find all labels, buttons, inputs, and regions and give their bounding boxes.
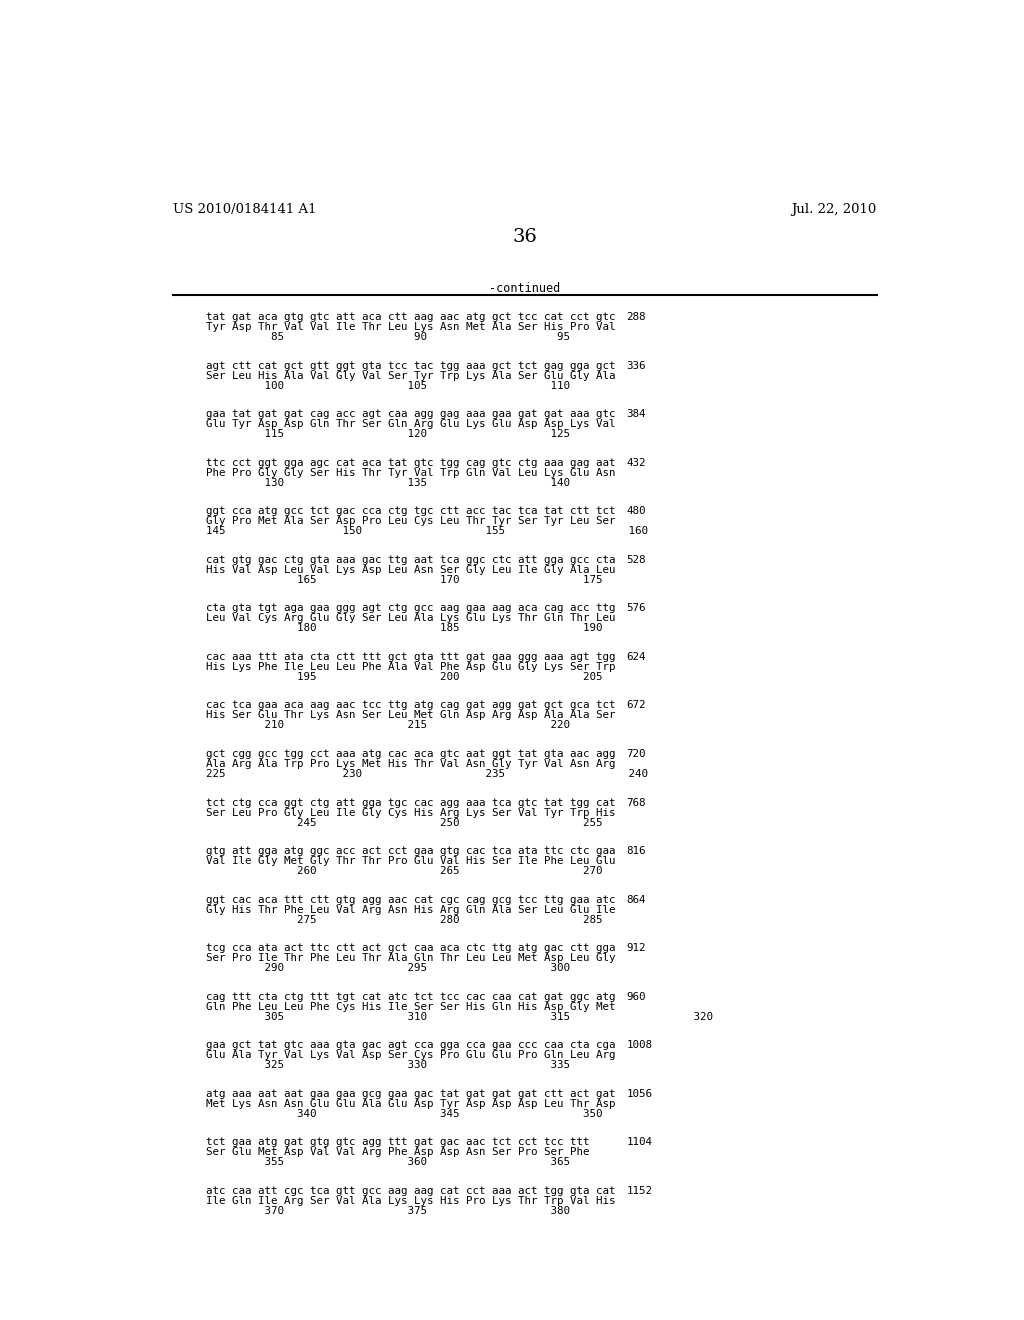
Text: ggt cca atg gcc tct gac cca ctg tgc ctt acc tac tca tat ctt tct: ggt cca atg gcc tct gac cca ctg tgc ctt … <box>206 507 615 516</box>
Text: ggt cac aca ttt ctt gtg agg aac cat cgc cag gcg tcc ttg gaa atc: ggt cac aca ttt ctt gtg agg aac cat cgc … <box>206 895 615 904</box>
Text: Ala Arg Ala Trp Pro Lys Met His Thr Val Asn Gly Tyr Val Asn Arg: Ala Arg Ala Trp Pro Lys Met His Thr Val … <box>206 759 615 770</box>
Text: 672: 672 <box>627 701 646 710</box>
Text: 195                   200                   205: 195 200 205 <box>206 672 602 682</box>
Text: 576: 576 <box>627 603 646 614</box>
Text: Ser Glu Met Asp Val Val Arg Phe Asp Asp Asn Ser Pro Ser Phe: Ser Glu Met Asp Val Val Arg Phe Asp Asp … <box>206 1147 589 1158</box>
Text: 432: 432 <box>627 458 646 467</box>
Text: His Ser Glu Thr Lys Asn Ser Leu Met Gln Asp Arg Asp Ala Ala Ser: His Ser Glu Thr Lys Asn Ser Leu Met Gln … <box>206 710 615 721</box>
Text: 130                   135                   140: 130 135 140 <box>206 478 569 488</box>
Text: cag ttt cta ctg ttt tgt cat atc tct tcc cac caa cat gat ggc atg: cag ttt cta ctg ttt tgt cat atc tct tcc … <box>206 991 615 1002</box>
Text: 528: 528 <box>627 554 646 565</box>
Text: 115                   120                   125: 115 120 125 <box>206 429 569 440</box>
Text: Leu Val Cys Arg Glu Gly Ser Leu Ala Lys Glu Lys Thr Gln Thr Leu: Leu Val Cys Arg Glu Gly Ser Leu Ala Lys … <box>206 614 615 623</box>
Text: 180                   185                   190: 180 185 190 <box>206 623 602 634</box>
Text: 165                   170                   175: 165 170 175 <box>206 576 602 585</box>
Text: 305                   310                   315                   320: 305 310 315 320 <box>206 1011 713 1022</box>
Text: cat gtg gac ctg gta aaa gac ttg aat tca ggc ctc att gga gcc cta: cat gtg gac ctg gta aaa gac ttg aat tca … <box>206 554 615 565</box>
Text: 384: 384 <box>627 409 646 420</box>
Text: 1008: 1008 <box>627 1040 652 1049</box>
Text: Ser Leu Pro Gly Leu Ile Gly Cys His Arg Lys Ser Val Tyr Trp His: Ser Leu Pro Gly Leu Ile Gly Cys His Arg … <box>206 808 615 817</box>
Text: 1152: 1152 <box>627 1185 652 1196</box>
Text: 245                   250                   255: 245 250 255 <box>206 817 602 828</box>
Text: 816: 816 <box>627 846 646 855</box>
Text: 85                    90                    95: 85 90 95 <box>206 333 569 342</box>
Text: Ser Pro Ile Thr Phe Leu Thr Ala Gln Thr Leu Leu Met Asp Leu Gly: Ser Pro Ile Thr Phe Leu Thr Ala Gln Thr … <box>206 953 615 964</box>
Text: Glu Ala Tyr Val Lys Val Asp Ser Cys Pro Glu Glu Pro Gln Leu Arg: Glu Ala Tyr Val Lys Val Asp Ser Cys Pro … <box>206 1051 615 1060</box>
Text: 36: 36 <box>512 227 538 246</box>
Text: cta gta tgt aga gaa ggg agt ctg gcc aag gaa aag aca cag acc ttg: cta gta tgt aga gaa ggg agt ctg gcc aag … <box>206 603 615 614</box>
Text: 145                  150                   155                   160: 145 150 155 160 <box>206 527 647 536</box>
Text: Gly His Thr Phe Leu Val Arg Asn His Arg Gln Ala Ser Leu Glu Ile: Gly His Thr Phe Leu Val Arg Asn His Arg … <box>206 904 615 915</box>
Text: Ser Leu His Ala Val Gly Val Ser Tyr Trp Lys Ala Ser Glu Gly Ala: Ser Leu His Ala Val Gly Val Ser Tyr Trp … <box>206 371 615 381</box>
Text: Val Ile Gly Met Gly Thr Thr Pro Glu Val His Ser Ile Phe Leu Glu: Val Ile Gly Met Gly Thr Thr Pro Glu Val … <box>206 857 615 866</box>
Text: gaa tat gat gat cag acc agt caa agg gag aaa gaa gat gat aaa gtc: gaa tat gat gat cag acc agt caa agg gag … <box>206 409 615 420</box>
Text: 912: 912 <box>627 942 646 953</box>
Text: 288: 288 <box>627 313 646 322</box>
Text: Phe Pro Gly Gly Ser His Thr Tyr Val Trp Gln Val Leu Lys Glu Asn: Phe Pro Gly Gly Ser His Thr Tyr Val Trp … <box>206 469 615 478</box>
Text: 768: 768 <box>627 797 646 808</box>
Text: gaa gct tat gtc aaa gta gac agt cca gga cca gaa ccc caa cta cga: gaa gct tat gtc aaa gta gac agt cca gga … <box>206 1040 615 1049</box>
Text: tcg cca ata act ttc ctt act gct caa aca ctc ttg atg gac ctt gga: tcg cca ata act ttc ctt act gct caa aca … <box>206 942 615 953</box>
Text: ttc cct ggt gga agc cat aca tat gtc tgg cag gtc ctg aaa gag aat: ttc cct ggt gga agc cat aca tat gtc tgg … <box>206 458 615 467</box>
Text: 340                   345                   350: 340 345 350 <box>206 1109 602 1118</box>
Text: -continued: -continued <box>489 281 560 294</box>
Text: Tyr Asp Thr Val Val Ile Thr Leu Lys Asn Met Ala Ser His Pro Val: Tyr Asp Thr Val Val Ile Thr Leu Lys Asn … <box>206 322 615 333</box>
Text: Ile Gln Ile Arg Ser Val Ala Lys Lys His Pro Lys Thr Trp Val His: Ile Gln Ile Arg Ser Val Ala Lys Lys His … <box>206 1196 615 1205</box>
Text: gtg att gga atg ggc acc act cct gaa gtg cac tca ata ttc ctc gaa: gtg att gga atg ggc acc act cct gaa gtg … <box>206 846 615 855</box>
Text: tat gat aca gtg gtc att aca ctt aag aac atg gct tcc cat cct gtc: tat gat aca gtg gtc att aca ctt aag aac … <box>206 313 615 322</box>
Text: 864: 864 <box>627 895 646 904</box>
Text: US 2010/0184141 A1: US 2010/0184141 A1 <box>173 203 316 216</box>
Text: Gln Phe Leu Leu Phe Cys His Ile Ser Ser His Gln His Asp Gly Met: Gln Phe Leu Leu Phe Cys His Ile Ser Ser … <box>206 1002 615 1011</box>
Text: tct ctg cca ggt ctg att gga tgc cac agg aaa tca gtc tat tgg cat: tct ctg cca ggt ctg att gga tgc cac agg … <box>206 797 615 808</box>
Text: 336: 336 <box>627 360 646 371</box>
Text: atg aaa aat aat gaa gaa gcg gaa gac tat gat gat gat ctt act gat: atg aaa aat aat gaa gaa gcg gaa gac tat … <box>206 1089 615 1098</box>
Text: Gly Pro Met Ala Ser Asp Pro Leu Cys Leu Thr Tyr Ser Tyr Leu Ser: Gly Pro Met Ala Ser Asp Pro Leu Cys Leu … <box>206 516 615 527</box>
Text: agt ctt cat gct gtt ggt gta tcc tac tgg aaa gct tct gag gga gct: agt ctt cat gct gtt ggt gta tcc tac tgg … <box>206 360 615 371</box>
Text: 1104: 1104 <box>627 1137 652 1147</box>
Text: His Lys Phe Ile Leu Leu Phe Ala Val Phe Asp Glu Gly Lys Ser Trp: His Lys Phe Ile Leu Leu Phe Ala Val Phe … <box>206 663 615 672</box>
Text: cac tca gaa aca aag aac tcc ttg atg cag gat agg gat gct gca tct: cac tca gaa aca aag aac tcc ttg atg cag … <box>206 701 615 710</box>
Text: Glu Tyr Asp Asp Gln Thr Ser Gln Arg Glu Lys Glu Asp Asp Lys Val: Glu Tyr Asp Asp Gln Thr Ser Gln Arg Glu … <box>206 420 615 429</box>
Text: 624: 624 <box>627 652 646 661</box>
Text: cac aaa ttt ata cta ctt ttt gct gta ttt gat gaa ggg aaa agt tgg: cac aaa ttt ata cta ctt ttt gct gta ttt … <box>206 652 615 661</box>
Text: 290                   295                   300: 290 295 300 <box>206 964 569 973</box>
Text: Met Lys Asn Asn Glu Glu Ala Glu Asp Tyr Asp Asp Asp Leu Thr Asp: Met Lys Asn Asn Glu Glu Ala Glu Asp Tyr … <box>206 1098 615 1109</box>
Text: 275                   280                   285: 275 280 285 <box>206 915 602 924</box>
Text: tct gaa atg gat gtg gtc agg ttt gat gac aac tct cct tcc ttt: tct gaa atg gat gtg gtc agg ttt gat gac … <box>206 1137 589 1147</box>
Text: gct cgg gcc tgg cct aaa atg cac aca gtc aat ggt tat gta aac agg: gct cgg gcc tgg cct aaa atg cac aca gtc … <box>206 748 615 759</box>
Text: 325                   330                   335: 325 330 335 <box>206 1060 569 1071</box>
Text: 225                  230                   235                   240: 225 230 235 240 <box>206 770 647 779</box>
Text: 720: 720 <box>627 748 646 759</box>
Text: atc caa att cgc tca gtt gcc aag aag cat cct aaa act tgg gta cat: atc caa att cgc tca gtt gcc aag aag cat … <box>206 1185 615 1196</box>
Text: 260                   265                   270: 260 265 270 <box>206 866 602 876</box>
Text: 1056: 1056 <box>627 1089 652 1098</box>
Text: 100                   105                   110: 100 105 110 <box>206 381 569 391</box>
Text: 370                   375                   380: 370 375 380 <box>206 1205 569 1216</box>
Text: 355                   360                   365: 355 360 365 <box>206 1158 569 1167</box>
Text: His Val Asp Leu Val Lys Asp Leu Asn Ser Gly Leu Ile Gly Ala Leu: His Val Asp Leu Val Lys Asp Leu Asn Ser … <box>206 565 615 576</box>
Text: 960: 960 <box>627 991 646 1002</box>
Text: 480: 480 <box>627 507 646 516</box>
Text: 210                   215                   220: 210 215 220 <box>206 721 569 730</box>
Text: Jul. 22, 2010: Jul. 22, 2010 <box>792 203 877 216</box>
